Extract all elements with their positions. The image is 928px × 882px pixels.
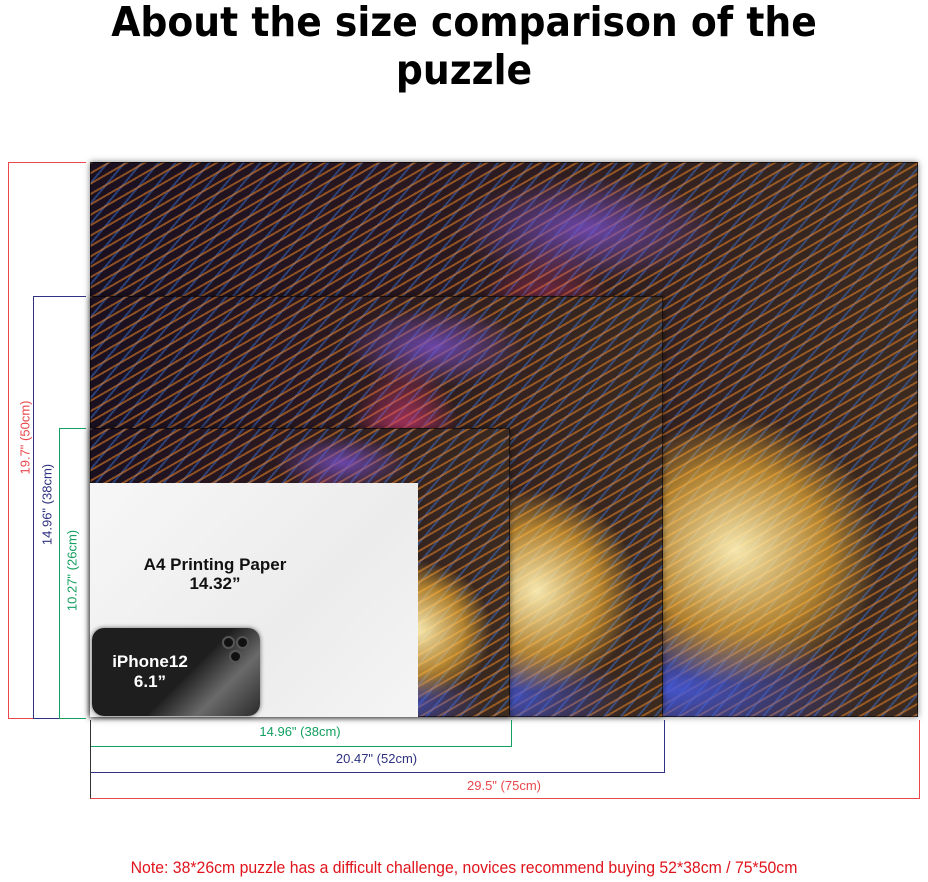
- width-label-medium: 20.47" (52cm): [335, 751, 418, 766]
- page-title: About the size comparison of the puzzle: [111, 0, 817, 94]
- camera-icon: [236, 636, 249, 649]
- height-label-small: 10.27" (26cm): [64, 529, 80, 612]
- width-label-large: 29.5" (75cm): [467, 778, 541, 793]
- height-label-large: 19.7" (50cm): [17, 400, 33, 475]
- note-text: Note: 38*26cm puzzle has a difficult cha…: [130, 858, 798, 877]
- phone-label: iPhone12: [112, 652, 188, 671]
- a4-size: 14.32”: [189, 574, 241, 593]
- height-line-small: [59, 428, 86, 719]
- iphone: iPhone12 6.1”: [92, 628, 260, 716]
- phone-size: 6.1”: [133, 672, 167, 691]
- a4-label: A4 Printing Paper: [143, 555, 287, 574]
- camera-icon: [222, 636, 235, 649]
- width-line-large: [90, 720, 920, 799]
- camera-icon: [229, 650, 242, 663]
- height-label-medium: 14.96" (38cm): [39, 463, 55, 546]
- width-label-small: 14.96" (38cm): [259, 724, 341, 739]
